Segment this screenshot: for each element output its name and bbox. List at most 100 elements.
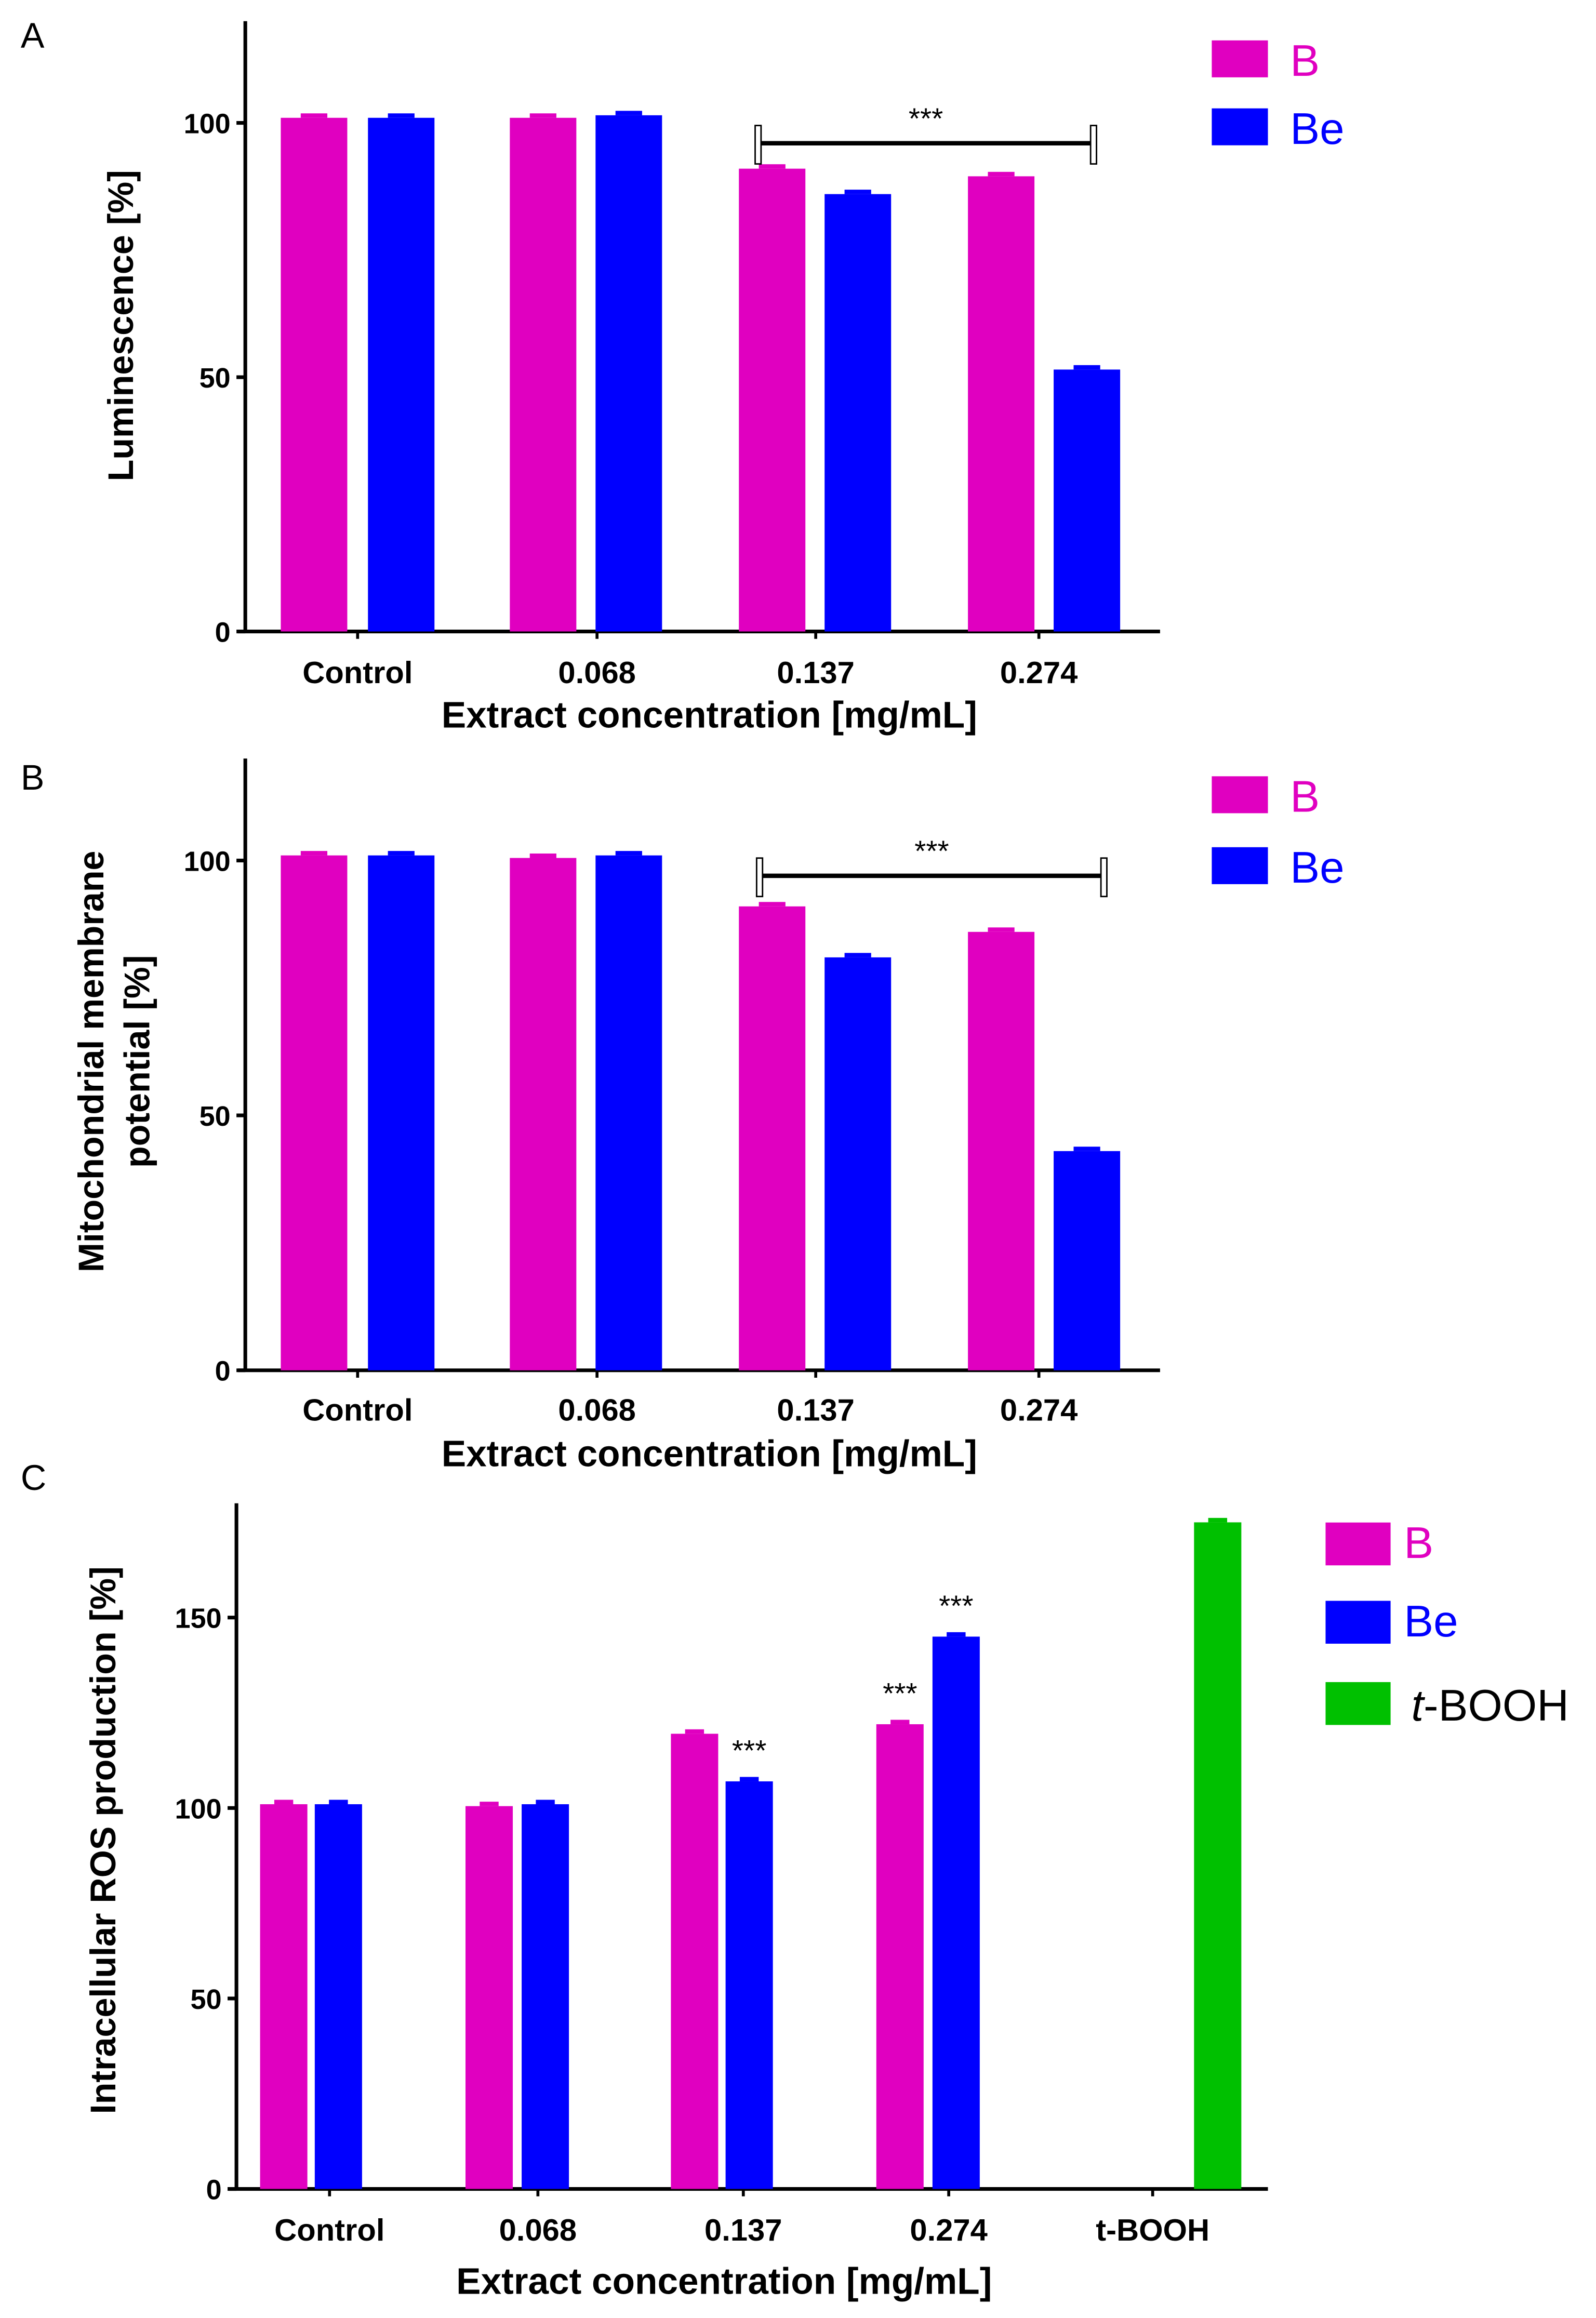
panel-label: B <box>21 758 45 797</box>
x-tick-label: 0.068 <box>558 1392 635 1427</box>
bar-be-Control <box>368 855 435 1370</box>
error-bar <box>759 902 786 907</box>
error-bar <box>844 190 871 194</box>
bar-be-0.274 <box>1054 369 1121 632</box>
error-bar <box>615 111 642 115</box>
y-axis-label-line-2: potential [%] <box>117 955 157 1168</box>
legend-suffix: -BOOH <box>1424 1681 1569 1730</box>
legend-label-b: B <box>1290 772 1320 822</box>
error-bar <box>739 1777 759 1782</box>
y-tick-label: 50 <box>191 1984 222 2015</box>
y-tick-label: 100 <box>184 846 231 877</box>
x-tick-label: t-BOOH <box>1096 2213 1209 2247</box>
error-bar <box>300 851 328 856</box>
x-axis-label: Extract concentration [mg/mL] <box>456 2261 992 2302</box>
panel-label: C <box>21 1458 46 1498</box>
x-tick-label: 0.274 <box>1000 655 1078 690</box>
error-bar <box>615 851 642 856</box>
bracket-end <box>1100 857 1108 898</box>
error-bar <box>988 171 1015 177</box>
x-tick-label: Control <box>302 1392 413 1427</box>
bar-be-Control <box>314 1804 362 2189</box>
error-bar <box>1073 1147 1100 1151</box>
significance-stars: *** <box>909 102 943 135</box>
bar-be-0.068 <box>595 855 662 1370</box>
legend-swatch-b <box>1212 776 1268 814</box>
error-bar <box>759 164 786 169</box>
x-tick-label: Control <box>274 2213 384 2247</box>
y-axis-label: Intracellular ROS production [%] <box>84 1566 123 2114</box>
significance-stars: *** <box>732 1735 766 1767</box>
legend-label-t-booh: t-BOOH <box>1411 1681 1568 1730</box>
bar-b-0.137 <box>739 906 806 1370</box>
bar-be-0.068 <box>595 115 662 632</box>
legend-label-b: B <box>1290 36 1320 86</box>
y-tick-label: 50 <box>200 363 231 394</box>
legend-swatch-t-booh <box>1325 1682 1391 1725</box>
bar-t-booh-t-BOOH <box>1194 1522 1242 2189</box>
x-tick-label: 0.068 <box>499 2213 577 2247</box>
bar-b-0.137 <box>739 168 806 632</box>
x-axis-label: Extract concentration [mg/mL] <box>442 695 977 736</box>
x-tick-label: 0.274 <box>1000 1392 1078 1427</box>
bar-be-0.137 <box>725 1781 773 2189</box>
error-bar <box>536 1800 555 1805</box>
y-axis-label: Luminescence [%] <box>101 170 141 481</box>
bracket-end <box>755 857 764 898</box>
y-tick-label: 50 <box>200 1101 231 1132</box>
significance-stars: *** <box>914 835 949 868</box>
x-tick-label: 0.137 <box>777 1392 854 1427</box>
error-bar <box>329 1800 348 1805</box>
y-axis-label-line-1: Mitochondrial membrane <box>72 850 111 1272</box>
bar-b-0.274 <box>968 931 1035 1370</box>
chart-marks: 0 50 100 Control 0.068 0.137 0.274 B Be *** 0 50 100… <box>175 21 1569 2247</box>
error-bar <box>1208 1517 1228 1523</box>
error-bar <box>480 1802 499 1806</box>
y-tick-label: 100 <box>175 1793 222 1824</box>
error-bar <box>388 113 415 118</box>
x-tick-label: 0.137 <box>704 2213 782 2247</box>
legend-swatch-be <box>1212 108 1268 145</box>
significance-stars: *** <box>883 1677 917 1710</box>
bar-b-0.068 <box>510 858 577 1370</box>
x-tick-label: 0.274 <box>910 2213 987 2247</box>
legend-swatch-b <box>1325 1522 1391 1566</box>
x-tick-label: 0.068 <box>558 655 635 690</box>
error-bar <box>844 953 871 957</box>
legend-label-be: Be <box>1290 104 1344 154</box>
bar-be-0.274 <box>1054 1151 1121 1370</box>
bracket-end <box>754 125 762 165</box>
error-bar <box>685 1729 704 1734</box>
bar-be-0.068 <box>522 1804 569 2189</box>
bar-b-0.068 <box>466 1806 513 2189</box>
bar-b-0.274 <box>876 1724 924 2189</box>
error-bar <box>388 851 415 856</box>
bar-b-Control <box>281 855 348 1370</box>
error-bar <box>947 1632 966 1637</box>
y-tick-label: 150 <box>175 1603 222 1634</box>
bar-be-Control <box>368 117 435 632</box>
x-tick-label: 0.137 <box>777 655 854 690</box>
error-bar <box>529 853 556 858</box>
x-tick-label: Control <box>302 655 413 690</box>
bar-be-0.137 <box>824 194 892 632</box>
bar-b-0.068 <box>510 117 577 632</box>
significance-stars: *** <box>939 1590 973 1623</box>
bar-b-0.274 <box>968 176 1035 632</box>
legend-swatch-be <box>1325 1601 1391 1644</box>
error-bar <box>1073 365 1100 370</box>
legend-prefix: t <box>1411 1681 1425 1730</box>
bar-b-Control <box>281 117 348 632</box>
legend-label-be: Be <box>1404 1597 1458 1646</box>
bar-be-0.274 <box>932 1636 980 2189</box>
error-bar <box>988 927 1015 932</box>
y-tick-label: 100 <box>184 108 231 139</box>
panel-b: B Mitochondrial membrane potential [%] E… <box>21 758 977 1475</box>
legend-swatch-b <box>1212 40 1268 77</box>
legend-swatch-be <box>1212 847 1268 884</box>
bar-be-0.137 <box>824 957 892 1370</box>
y-tick-label: 0 <box>215 617 231 648</box>
bar-b-Control <box>260 1804 308 2189</box>
bracket-end <box>1089 125 1098 165</box>
